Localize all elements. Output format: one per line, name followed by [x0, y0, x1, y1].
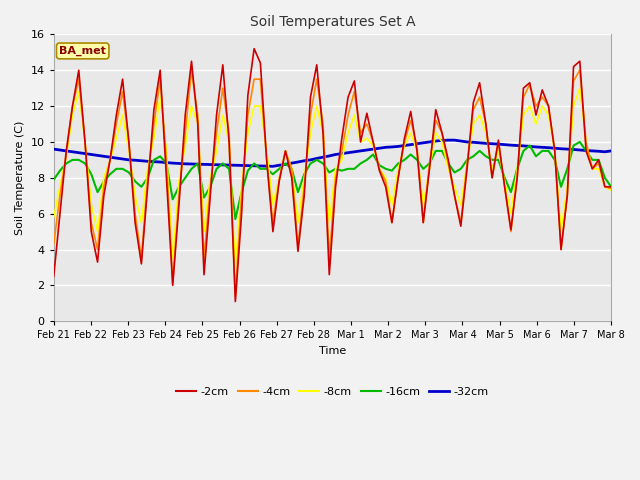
- X-axis label: Time: Time: [319, 346, 346, 356]
- Y-axis label: Soil Temperature (C): Soil Temperature (C): [15, 120, 25, 235]
- Legend: -2cm, -4cm, -8cm, -16cm, -32cm: -2cm, -4cm, -8cm, -16cm, -32cm: [172, 383, 493, 402]
- Text: BA_met: BA_met: [60, 46, 106, 56]
- Title: Soil Temperatures Set A: Soil Temperatures Set A: [250, 15, 415, 29]
